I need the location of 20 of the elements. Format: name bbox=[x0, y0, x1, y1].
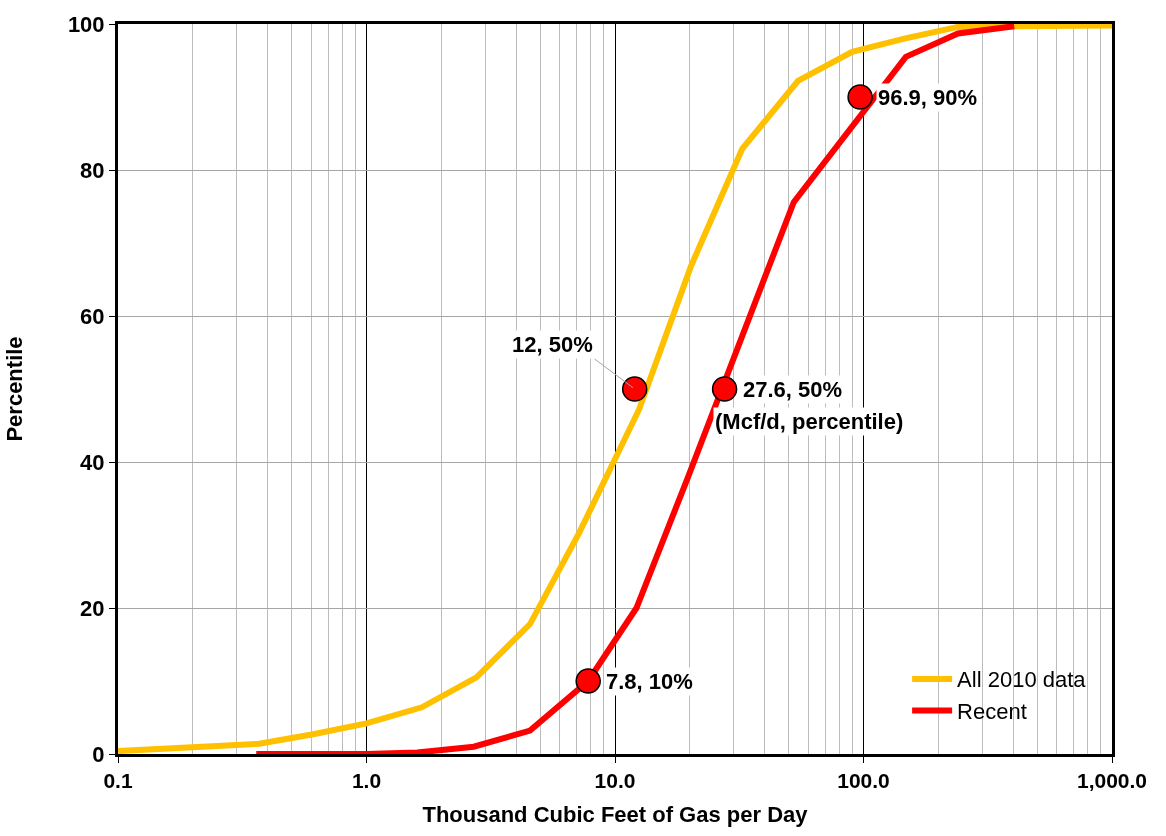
x-axis-title: Thousand Cubic Feet of Gas per Day bbox=[422, 802, 809, 828]
x-tick-label: 100.0 bbox=[837, 769, 890, 793]
x-tick-label: 1.0 bbox=[351, 769, 382, 793]
annotation: 27.6, 50% bbox=[743, 377, 843, 402]
legend-label: All 2010 data bbox=[957, 667, 1087, 693]
annotation: 96.9, 90% bbox=[878, 85, 978, 110]
annotation: 12, 50% bbox=[512, 332, 593, 357]
y-axis-title: Percentile bbox=[1, 336, 27, 442]
y-tick-label: 0 bbox=[92, 741, 105, 767]
x-tick-label: 10.0 bbox=[594, 769, 636, 793]
x-tick-label: 0.1 bbox=[103, 769, 133, 793]
y-tick-label: 80 bbox=[80, 157, 105, 183]
y-tick-label: 20 bbox=[80, 595, 105, 621]
y-tick-label: 40 bbox=[80, 449, 105, 475]
y-tick-label: 60 bbox=[80, 303, 105, 329]
x-tick-label: 1,000.0 bbox=[1076, 769, 1148, 793]
legend-label: Recent bbox=[957, 699, 1027, 725]
annotation: (Mcf/d, percentile) bbox=[715, 409, 904, 434]
annotation: 7.8, 10% bbox=[606, 669, 693, 694]
y-tick-label: 100 bbox=[67, 11, 105, 37]
